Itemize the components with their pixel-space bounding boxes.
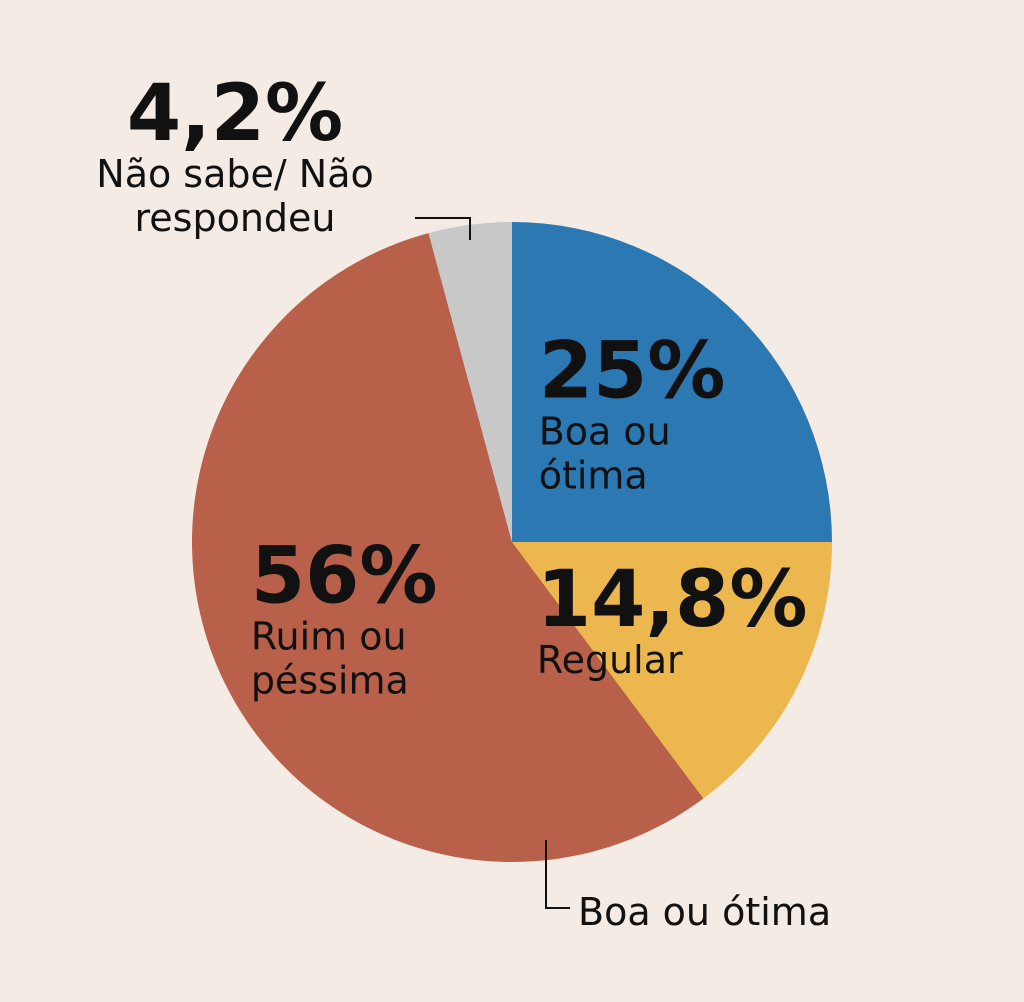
leader-line bbox=[415, 217, 471, 240]
category-label: Boa ou ótima bbox=[538, 409, 671, 498]
pie-slice bbox=[512, 222, 832, 542]
category-label: Não sabe/ Não respondeu bbox=[96, 152, 374, 240]
pie-slice bbox=[192, 233, 704, 862]
slice-label: 25% Boa ou ótima bbox=[539, 333, 739, 498]
annotation: Boa ou ótima bbox=[578, 890, 832, 934]
value-label: 14,8% bbox=[536, 555, 808, 646]
slice-label: 14,8% Regular bbox=[537, 562, 808, 684]
value-label: 4,2% bbox=[126, 69, 344, 159]
slice-label: 4,2% Não sabe/ Não respondeu bbox=[70, 75, 400, 240]
value-label: 25% bbox=[538, 326, 726, 417]
pie-slice bbox=[428, 222, 512, 542]
category-label: Ruim ou péssima bbox=[250, 614, 409, 703]
slice-label: 56% Ruim ou péssima bbox=[251, 538, 451, 703]
category-label: Regular bbox=[536, 638, 683, 683]
pie bbox=[192, 222, 833, 862]
leader-line bbox=[545, 840, 570, 909]
value-label: 56% bbox=[250, 531, 438, 622]
pie-slice bbox=[512, 542, 833, 799]
